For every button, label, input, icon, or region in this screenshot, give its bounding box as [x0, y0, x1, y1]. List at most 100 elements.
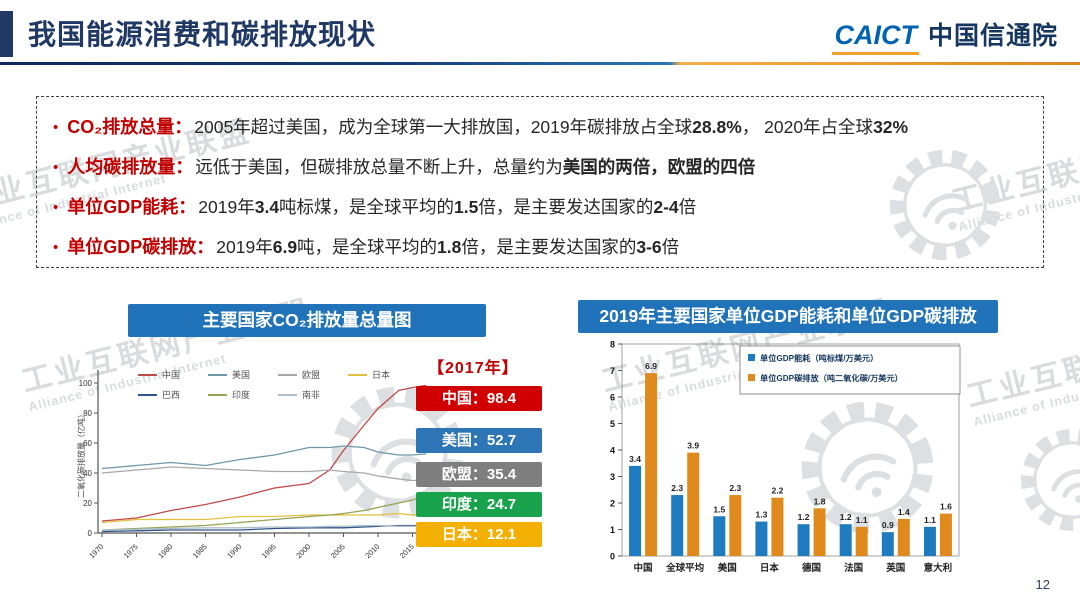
- co2-line-chart: 0 20 40 60 80 100 1970 1975 1980 1985 1990 1995 2000…: [76, 370, 432, 560]
- svg-text:1985: 1985: [191, 542, 209, 560]
- bullet-dot-icon: •: [53, 199, 59, 216]
- bar-group-法国: 1.2 1.1: [839, 512, 868, 556]
- left-chart-title: 主要国家CO₂排放量总量图: [128, 304, 486, 337]
- bar-chart-axes: 0 1 2 3 4 5 6 7 8: [610, 340, 622, 562]
- legend-swatch: [348, 373, 367, 376]
- caict-chinese-name: 中国信通院: [927, 22, 1058, 50]
- caict-wordmark: CAICT: [832, 20, 919, 55]
- svg-text:1975: 1975: [122, 542, 140, 560]
- svg-text:5: 5: [610, 419, 615, 429]
- bar-意大利: [939, 513, 952, 556]
- svg-text:1995: 1995: [260, 542, 278, 560]
- legend-swatch: [278, 393, 297, 396]
- bar-中国: [629, 465, 642, 556]
- bar-value-label: 1.2: [798, 512, 810, 522]
- co2-total-chart-panel: 主要国家CO₂排放量总量图 0 20 40 60 80 100 1970 1975 1980 19…: [60, 302, 544, 600]
- svg-text:7: 7: [610, 366, 615, 376]
- legend-item-日本: 日本: [348, 368, 418, 381]
- bullet-label: 单位GDP能耗：: [67, 197, 197, 217]
- svg-text:40: 40: [83, 469, 92, 478]
- series-line-中国: [101, 384, 427, 522]
- x-category-label: 意大利: [924, 562, 953, 574]
- title-accent-block: [0, 11, 13, 57]
- bar-group-美国: 1.5 2.3: [713, 483, 741, 556]
- svg-text:0: 0: [610, 552, 615, 562]
- bar-全球平均: [671, 495, 684, 556]
- bar-chart-legend: 单位GDP能耗（吨标煤/万美元） 单位GDP碳排放（吨二氧化碳/万美元）: [739, 345, 961, 395]
- text-segment: 3.4: [254, 197, 280, 217]
- x-category-label: 日本: [760, 562, 780, 574]
- text-segment: ， 2020年占全球: [741, 117, 874, 137]
- bullet-text: 2005年超过美国，成为全球第一大排放国，2019年碳排放占全球28.8%， 2…: [194, 117, 908, 137]
- text-segment: 2005年超过美国，成为全球第一大排放国，2019年碳排放占全球: [194, 117, 693, 137]
- bullet-label: 单位GDP碳排放：: [67, 237, 215, 257]
- x-category-label: 法国: [844, 562, 863, 574]
- bar-value-label: 1.4: [898, 507, 910, 517]
- text-segment: 28.8%: [692, 117, 742, 137]
- page-title: 我国能源消费和碳排放现状: [28, 19, 377, 50]
- text-segment: 2-4: [653, 197, 679, 217]
- legend-item-印度: 印度: [208, 388, 278, 401]
- legend-label: 南非: [302, 390, 321, 400]
- bullet-text: 远低于美国，但碳排放总量不断上升，总量约为美国的两倍，欧盟的四倍: [195, 157, 755, 177]
- text-segment: 倍: [678, 197, 697, 217]
- svg-text:2: 2: [610, 499, 615, 509]
- svg-text:1980: 1980: [156, 542, 174, 560]
- line-series: [101, 384, 427, 533]
- year-annotation: 【2017年】: [428, 360, 519, 377]
- svg-text:60: 60: [83, 439, 92, 448]
- bullet-gdp-energy: • 单位GDP能耗： 2019年3.4吨标煤，是全球平均的1.5倍，是主要发达国家的…: [53, 187, 1043, 227]
- svg-text:0: 0: [88, 529, 93, 538]
- value-badge-日本: 日本：12.1: [416, 522, 542, 547]
- value-badge-中国: 中国：98.4: [416, 386, 542, 411]
- legend-swatch: [208, 373, 227, 376]
- bar-法国: [855, 526, 868, 556]
- series-line-欧盟: [101, 466, 427, 482]
- text-segment: 1.5: [454, 197, 479, 217]
- legend-label: 美国: [232, 370, 251, 380]
- legend-label: 日本: [372, 370, 391, 380]
- bar-group-中国: 3.4 6.9: [629, 361, 657, 556]
- country-value-badges: 中国：98.4 美国：52.7 欧盟：35.4 印度：24.7 日本：12.1: [416, 386, 542, 547]
- text-segment: 远低于美国，但碳排放总量不断上升，总量约为: [195, 157, 563, 177]
- svg-text:4: 4: [610, 446, 615, 456]
- bar-value-label: 3.4: [629, 454, 641, 464]
- caict-logo: CAICT 中国信通院: [832, 16, 1058, 55]
- right-chart-title: 2019年主要国家单位GDP能耗和单位GDP碳排放: [578, 300, 998, 333]
- text-segment: 倍，是主要发达国家的: [461, 237, 637, 257]
- gdp-bar-chart: 0 1 2 3 4 5 6 7 8 3.4 6.9 中国 2.3 3.9 全球平均 1.5 2.3 美国 1.3 2.…: [610, 340, 961, 574]
- bar-value-label: 1.6: [940, 502, 952, 512]
- bar-value-label: 1.2: [840, 512, 852, 522]
- bullet-dot-icon: •: [53, 239, 59, 256]
- legend-label: 欧盟: [302, 370, 321, 380]
- bar-value-label: 1.8: [814, 496, 826, 506]
- bar-group-英国: 0.9 1.4: [881, 507, 910, 556]
- svg-text:2010: 2010: [363, 542, 381, 560]
- text-segment: 倍: [661, 237, 680, 257]
- value-badge-欧盟: 欧盟：35.4: [416, 462, 542, 487]
- legend-item-南非: 南非: [278, 388, 348, 401]
- svg-text:2005: 2005: [329, 542, 347, 560]
- svg-text:2000: 2000: [294, 542, 312, 560]
- legend-swatch: [748, 374, 755, 381]
- y-axis-label: 二氧化碳排放量（亿吨）: [76, 410, 86, 498]
- bar-英国: [881, 532, 894, 556]
- gdp-chart-panel: 2019年主要国家单位GDP能耗和单位GDP碳排放 0 1 2 3 4 5 6 7 8 3.4 6.…: [578, 298, 1052, 600]
- x-category-label: 全球平均: [665, 562, 705, 574]
- line-chart-legend: 中国 美国 欧盟 日本 巴西 印度 南非: [138, 368, 418, 401]
- bar-group-德国: 1.2 1.8: [797, 496, 826, 556]
- bar-group-意大利: 1.1 1.6: [923, 502, 952, 556]
- summary-box: • CO₂排放总量： 2005年超过美国，成为全球第一大排放国，2019年碳排放占全…: [36, 96, 1044, 268]
- text-segment: 吨，是全球平均的: [297, 237, 438, 257]
- svg-text:3: 3: [610, 472, 615, 482]
- text-segment: 2019年: [216, 237, 273, 257]
- page-number: 12: [1035, 577, 1050, 592]
- legend-swatch: [278, 373, 297, 376]
- bar-value-label: 0.9: [882, 520, 894, 530]
- bar-美国: [729, 495, 742, 556]
- svg-text:80: 80: [83, 409, 92, 418]
- text-segment: 2019年: [198, 197, 255, 217]
- legend-swatch: [748, 354, 755, 361]
- text-segment: 32%: [873, 117, 909, 137]
- svg-text:100: 100: [79, 379, 93, 388]
